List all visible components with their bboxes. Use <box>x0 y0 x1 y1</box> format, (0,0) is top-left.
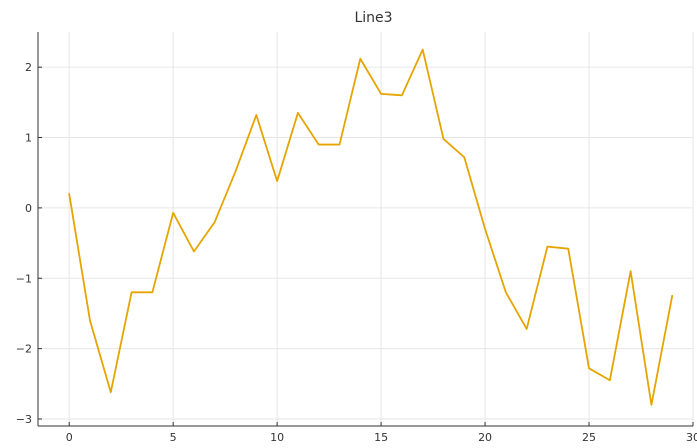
y-tick-label: −2 <box>16 343 32 356</box>
y-tick-label: −3 <box>16 413 32 426</box>
x-tick-label: 5 <box>170 431 177 444</box>
x-tick-label: 0 <box>66 431 73 444</box>
series-layer <box>68 48 674 406</box>
x-tick-label: 15 <box>374 431 388 444</box>
y-tick-label: 1 <box>25 132 32 145</box>
y-tick-label: −1 <box>16 272 32 285</box>
gridlines <box>38 32 694 426</box>
series-line-0 <box>68 48 674 406</box>
chart-title: Line3 <box>354 10 392 26</box>
axes <box>37 32 693 427</box>
y-tick-label: 0 <box>25 202 32 215</box>
x-tick-label: 30 <box>686 431 697 444</box>
x-tick-label: 20 <box>478 431 492 444</box>
x-tick-label: 25 <box>582 431 596 444</box>
x-tick-label: 10 <box>270 431 284 444</box>
y-tick-label: 2 <box>25 61 32 74</box>
